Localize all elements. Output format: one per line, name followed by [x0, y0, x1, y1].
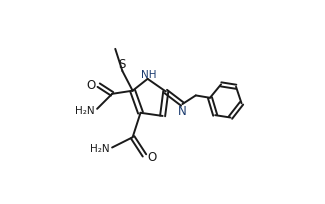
Text: NH: NH: [141, 70, 156, 80]
Text: N: N: [178, 104, 187, 117]
Text: O: O: [147, 151, 157, 164]
Text: S: S: [114, 46, 115, 47]
Text: O: O: [86, 79, 96, 91]
Text: H₂N: H₂N: [75, 105, 94, 115]
Text: H₂N: H₂N: [90, 144, 109, 154]
Text: S: S: [119, 58, 126, 71]
